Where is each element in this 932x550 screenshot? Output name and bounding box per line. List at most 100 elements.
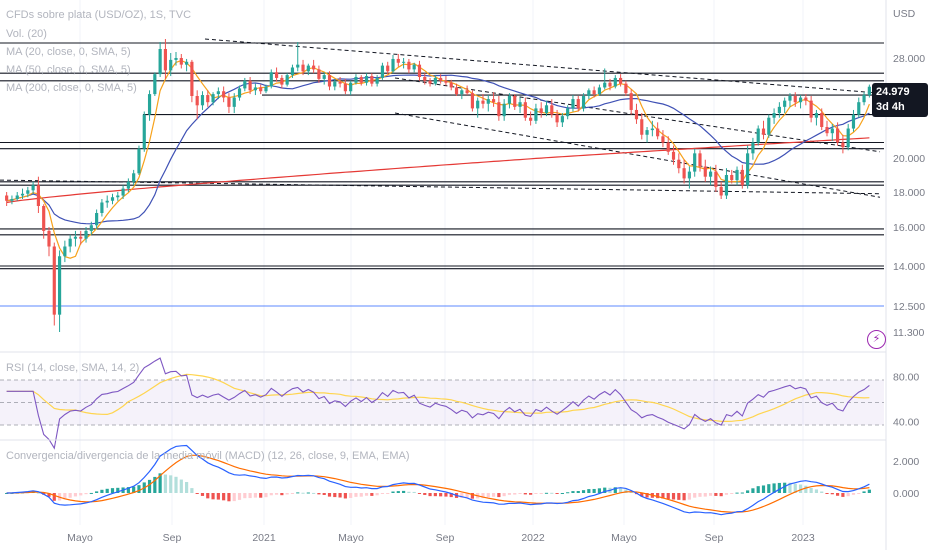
- legend-vol[interactable]: Vol. (20): [6, 28, 47, 40]
- macd-histogram-bar: [756, 486, 760, 493]
- axis-labels: 28.00024.00020.00018.00016.00014.00012.5…: [67, 53, 925, 544]
- macd-histogram-bar: [428, 493, 432, 497]
- candle-body: [26, 190, 30, 194]
- candle-body: [20, 193, 25, 196]
- candle-body: [730, 175, 734, 181]
- candle-body: [42, 206, 46, 231]
- candle-body: [724, 175, 729, 196]
- candle-body: [640, 119, 644, 135]
- macd-histogram-bar: [274, 493, 279, 495]
- candle-body: [677, 159, 681, 169]
- candle-body: [68, 238, 72, 247]
- candle-body: [465, 90, 469, 94]
- macd-histogram-bar: [396, 491, 400, 493]
- candle-body: [798, 97, 803, 103]
- candle-body: [820, 113, 824, 127]
- macd-histogram-bar: [804, 485, 808, 493]
- candle-body: [338, 81, 342, 84]
- legend-ma20[interactable]: MA (20, close, 0, SMA, 5): [6, 46, 131, 58]
- candle-body: [555, 114, 559, 123]
- macd-histogram-bar: [783, 482, 787, 493]
- x-tick-label: Mayo: [338, 532, 364, 544]
- candle-body: [402, 61, 406, 63]
- macd-line: [6, 444, 870, 516]
- macd-histogram-bar: [439, 493, 443, 497]
- candle-body: [862, 95, 866, 103]
- candle-body: [507, 96, 512, 104]
- candle-body: [772, 113, 776, 118]
- candle-body: [211, 94, 215, 103]
- macd-histogram-bar: [222, 493, 226, 501]
- candle-body: [783, 100, 787, 107]
- candle-body: [719, 186, 723, 196]
- candle-body: [825, 127, 829, 134]
- trend-line: [204, 38, 881, 94]
- candle-body: [523, 102, 527, 118]
- macd-histogram-bar: [560, 492, 564, 494]
- candle-body: [126, 181, 130, 189]
- macd-histogram-bar: [703, 493, 707, 497]
- lightning-icon[interactable]: ⚡: [867, 330, 886, 349]
- macd-histogram-bar: [624, 489, 628, 493]
- currency-label: USD: [893, 8, 916, 20]
- candle-body: [190, 61, 194, 96]
- legend-symbol[interactable]: CFDs sobre plata (USD/OZ), 1S, TVC: [6, 9, 192, 21]
- legend-ma50[interactable]: MA (50, close, 0, SMA, 5): [6, 64, 131, 76]
- macd-histogram-bar: [407, 491, 411, 493]
- candle-body: [306, 65, 310, 72]
- macd-histogram-bar: [370, 493, 374, 496]
- macd-histogram-bar: [79, 493, 83, 496]
- last-price: 24.979: [876, 86, 910, 98]
- price-tick-label: 12.500: [893, 301, 925, 313]
- macd-histogram-bar: [253, 493, 257, 498]
- rsi-label[interactable]: RSI (14, close, SMA, 14, 2): [6, 362, 140, 374]
- macd-histogram-bar: [481, 493, 485, 499]
- macd-histogram-bar: [386, 493, 390, 494]
- candle-body: [132, 173, 136, 182]
- candle-body: [391, 58, 395, 72]
- macd-histogram-bar: [63, 493, 67, 500]
- macd-label[interactable]: Convergencia/divergencia de la media móv…: [6, 450, 410, 462]
- candle-body: [534, 108, 538, 121]
- macd-histogram-bar: [327, 493, 332, 497]
- candle-body: [63, 246, 67, 257]
- macd-histogram-bar: [708, 493, 713, 496]
- macd-histogram-bar: [523, 493, 527, 495]
- candle-body: [793, 96, 797, 103]
- macd-histogram-bar: [566, 492, 570, 494]
- macd-histogram-bar: [746, 490, 750, 493]
- candle-body: [253, 87, 257, 91]
- macd-histogram-bar: [200, 493, 205, 496]
- macd-histogram-bar: [343, 493, 347, 499]
- candle-body: [608, 82, 612, 87]
- candle-body: [857, 102, 861, 115]
- macd-histogram-bar: [862, 491, 866, 493]
- candle-body: [460, 90, 464, 95]
- candle-body: [52, 246, 56, 315]
- macd-histogram-bar: [719, 493, 723, 497]
- macd-histogram-bar: [751, 488, 755, 493]
- candle-body: [656, 128, 660, 137]
- candle-body: [216, 91, 220, 95]
- macd-histogram-bar: [349, 493, 353, 498]
- candle-body: [417, 64, 422, 77]
- macd-histogram-bar: [544, 492, 549, 494]
- macd-histogram-bar: [645, 493, 649, 498]
- candle-body: [105, 200, 109, 203]
- macd-histogram-bar: [857, 493, 861, 494]
- candle-body: [31, 185, 35, 191]
- macd-histogram-bar: [375, 493, 379, 496]
- macd-histogram-bar: [587, 489, 591, 493]
- rsi-line: [6, 357, 870, 450]
- candle-body: [804, 97, 808, 101]
- macd-histogram-bar: [788, 482, 792, 493]
- candle-body: [613, 77, 617, 87]
- candle-body: [73, 236, 78, 239]
- candle-body: [529, 117, 533, 121]
- legend-ma200[interactable]: MA (200, close, 0, SMA, 5): [6, 82, 137, 94]
- candle-body: [248, 80, 252, 91]
- candle-body: [57, 256, 62, 315]
- candle-body: [349, 82, 353, 92]
- macd-histogram-bar: [301, 492, 305, 494]
